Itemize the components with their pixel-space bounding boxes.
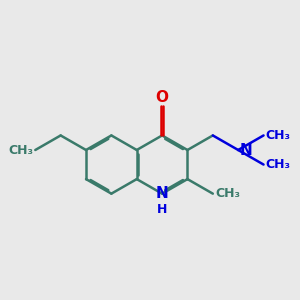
Text: H: H	[157, 203, 167, 216]
Text: CH₃: CH₃	[8, 143, 33, 157]
Text: O: O	[156, 90, 169, 105]
Text: CH₃: CH₃	[266, 158, 291, 171]
Text: CH₃: CH₃	[215, 187, 240, 200]
Text: N: N	[156, 186, 169, 201]
Text: CH₃: CH₃	[266, 129, 291, 142]
Text: N: N	[239, 142, 252, 158]
